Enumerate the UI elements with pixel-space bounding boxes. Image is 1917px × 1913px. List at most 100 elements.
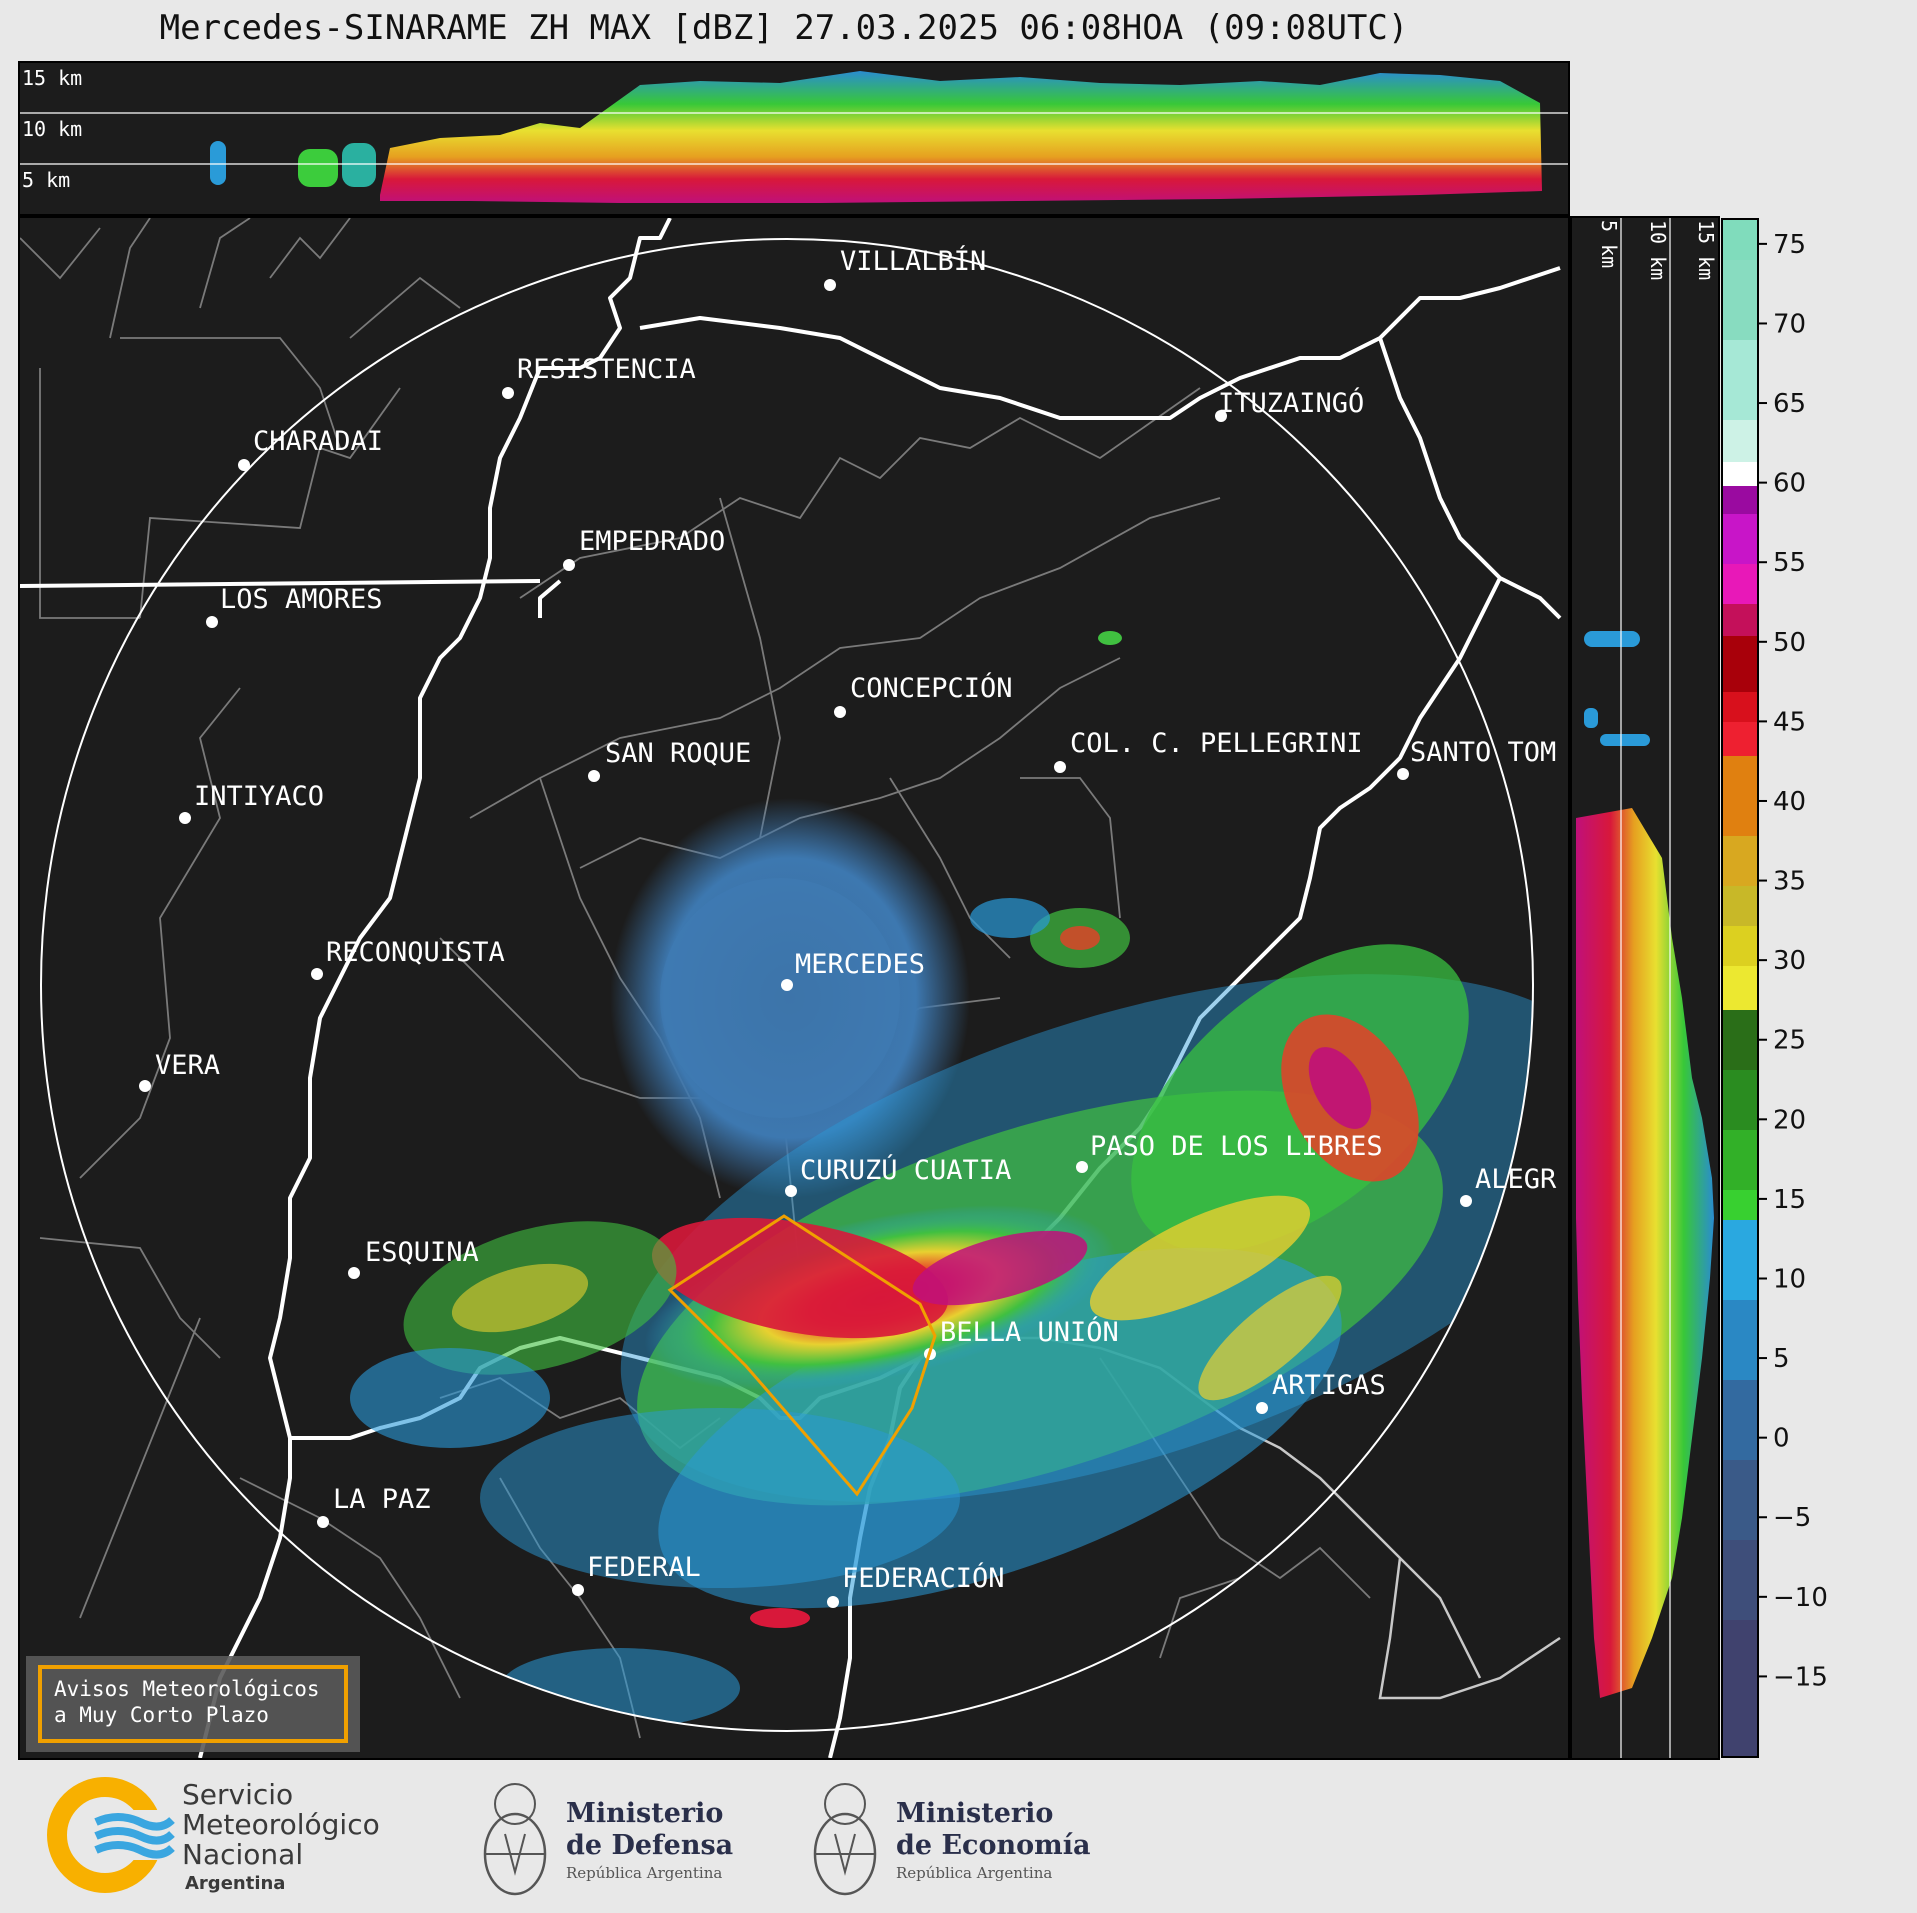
city-label-col-c-pellegrini[interactable]: COL. C. PELLEGRINI — [1070, 728, 1363, 759]
city-label-artigas[interactable]: ARTIGAS — [1272, 1370, 1386, 1401]
city-label-alegrete[interactable]: ALEGR — [1475, 1164, 1557, 1195]
city-label-curuzu-cuatia[interactable]: CURUZÚ CUATIA — [800, 1154, 1011, 1186]
city-dot-federacion — [827, 1596, 839, 1608]
city-dot-concepcion — [834, 706, 846, 718]
city-dot-charadai — [238, 459, 250, 471]
colorbar-tick-label: 35 — [1773, 867, 1806, 897]
coat-of-arms-icon — [483, 1783, 547, 1896]
city-dot-san-roque — [588, 770, 600, 782]
top-label-15km: 15 km — [22, 66, 82, 90]
city-dot-col-c-pellegrini — [1054, 761, 1066, 773]
colorbar-tick-label: 10 — [1773, 1264, 1806, 1294]
side-height-profile-panel: 5 km 10 km 15 km — [1570, 216, 1720, 1760]
colorbar-tick-label: −10 — [1773, 1583, 1828, 1613]
city-dot-paso-de-los-libres — [1076, 1161, 1088, 1173]
colorbar-tick-label: −5 — [1773, 1503, 1811, 1533]
economia-line3: República Argentina — [896, 1864, 1052, 1882]
side-label-10km: 10 km — [1646, 220, 1670, 280]
city-label-ituzaingo[interactable]: ITUZAINGÓ — [1218, 387, 1364, 419]
city-markers: VILLALBÍN RESISTENCIA CHARADAI ITUZAINGÓ… — [139, 245, 1557, 1608]
city-dot-esquina — [348, 1267, 360, 1279]
logo-footer: Servicio Meteorológico Nacional Argentin… — [0, 1762, 1917, 1909]
colorbar-tick-label: 65 — [1773, 389, 1806, 419]
city-label-federacion[interactable]: FEDERACIÓN — [842, 1562, 1005, 1594]
smn-line4: Argentina — [185, 1873, 285, 1894]
city-dot-mercedes — [781, 979, 793, 991]
defensa-line1: Ministerio — [566, 1798, 723, 1829]
defensa-line3: República Argentina — [566, 1864, 722, 1882]
city-dot-la-paz — [317, 1516, 329, 1528]
warning-polygon[interactable] — [667, 1214, 937, 1497]
chart-title: Mercedes-SINARAME ZH MAX [dBZ] 27.03.202… — [159, 8, 1409, 48]
city-label-reconquista[interactable]: RECONQUISTA — [326, 937, 505, 968]
city-label-paso-de-los-libres[interactable]: PASO DE LOS LIBRES — [1090, 1131, 1383, 1162]
economia-line1: Ministerio — [896, 1798, 1053, 1829]
side-echo-profile — [1576, 808, 1714, 1698]
dbz-colorbar — [1721, 218, 1759, 1758]
side-label-15km: 15 km — [1694, 220, 1718, 280]
smn-line3: Nacional — [182, 1838, 303, 1871]
colorbar-tick-label: 60 — [1773, 469, 1806, 499]
city-label-bella-union[interactable]: BELLA UNIÓN — [940, 1316, 1119, 1348]
city-dot-villalbin — [824, 279, 836, 291]
city-label-los-amores[interactable]: LOS AMORES — [220, 584, 383, 615]
side-echo-cell — [1584, 708, 1598, 728]
city-dot-empedrado — [563, 559, 575, 571]
side-echo-cell — [1584, 631, 1640, 647]
city-label-la-paz[interactable]: LA PAZ — [333, 1484, 431, 1515]
colorbar-tick-label: 45 — [1773, 707, 1806, 737]
city-dot-los-amores — [206, 616, 218, 628]
top-echo-cell — [342, 143, 376, 187]
colorbar-tick-label: 5 — [1773, 1344, 1790, 1374]
smn-line2: Meteorológico — [182, 1808, 380, 1841]
warning-legend-line2: a Muy Corto Plazo — [54, 1703, 269, 1727]
city-label-concepcion[interactable]: CONCEPCIÓN — [850, 672, 1013, 704]
city-label-villalbin[interactable]: VILLALBÍN — [840, 245, 986, 277]
city-dot-reconquista — [311, 968, 323, 980]
colorbar-tick-label: 50 — [1773, 628, 1806, 658]
colorbar-tick-label: −15 — [1773, 1662, 1828, 1692]
coat-of-arms-icon — [813, 1783, 877, 1896]
top-echo-cell — [298, 149, 338, 187]
top-profile-svg: 15 km 10 km 5 km — [20, 66, 1568, 203]
defensa-line2: de Defensa — [566, 1830, 733, 1861]
top-echo-profile — [380, 71, 1542, 203]
city-label-santo-tome[interactable]: SANTO TOM — [1410, 737, 1556, 768]
side-profile-svg: 5 km 10 km 15 km — [1576, 218, 1718, 1758]
colorbar-tick-label: 40 — [1773, 787, 1806, 817]
city-dot-intiyaco — [179, 812, 191, 824]
logo-svg: Servicio Meteorológico Nacional Argentin… — [47, 1777, 1090, 1896]
city-label-mercedes[interactable]: MERCEDES — [795, 949, 925, 980]
city-label-san-roque[interactable]: SAN ROQUE — [605, 738, 751, 769]
radar-range-ring — [40, 238, 1534, 1732]
city-label-intiyaco[interactable]: INTIYACO — [194, 781, 324, 812]
colorbar-tick-label: 20 — [1773, 1105, 1806, 1135]
city-label-esquina[interactable]: ESQUINA — [365, 1237, 479, 1268]
city-dot-alegrete — [1460, 1195, 1472, 1207]
side-label-5km: 5 km — [1597, 220, 1621, 268]
radar-map-panel[interactable]: VILLALBÍN RESISTENCIA CHARADAI ITUZAINGÓ… — [18, 216, 1570, 1760]
colorbar-tick-label: 70 — [1773, 309, 1806, 339]
top-label-5km: 5 km — [22, 168, 70, 192]
city-dot-resistencia — [502, 387, 514, 399]
radar-echoes — [350, 631, 1533, 1728]
warning-legend-line1: Avisos Meteorológicos — [54, 1677, 320, 1701]
city-label-resistencia[interactable]: RESISTENCIA — [517, 354, 696, 385]
city-dot-artigas — [1256, 1402, 1268, 1414]
top-echo-cell — [210, 141, 226, 185]
radar-map-svg: VILLALBÍN RESISTENCIA CHARADAI ITUZAINGÓ… — [19, 217, 1562, 1759]
smn-logo-icon — [47, 1777, 175, 1893]
top-label-10km: 10 km — [22, 117, 82, 141]
city-label-federal[interactable]: FEDERAL — [587, 1552, 701, 1583]
city-label-empedrado[interactable]: EMPEDRADO — [579, 526, 725, 557]
side-echo-cell — [1600, 734, 1650, 746]
city-label-charadai[interactable]: CHARADAI — [253, 426, 383, 457]
city-dot-curuzu-cuatia — [785, 1185, 797, 1197]
colorbar-tick-label: 75 — [1773, 230, 1806, 260]
warning-legend[interactable]: Avisos Meteorológicos a Muy Corto Plazo — [26, 1656, 360, 1752]
city-dot-vera — [139, 1080, 151, 1092]
colorbar-tick-label: 0 — [1773, 1424, 1790, 1454]
city-label-vera[interactable]: VERA — [155, 1050, 220, 1081]
city-dot-santo-tome — [1397, 768, 1409, 780]
